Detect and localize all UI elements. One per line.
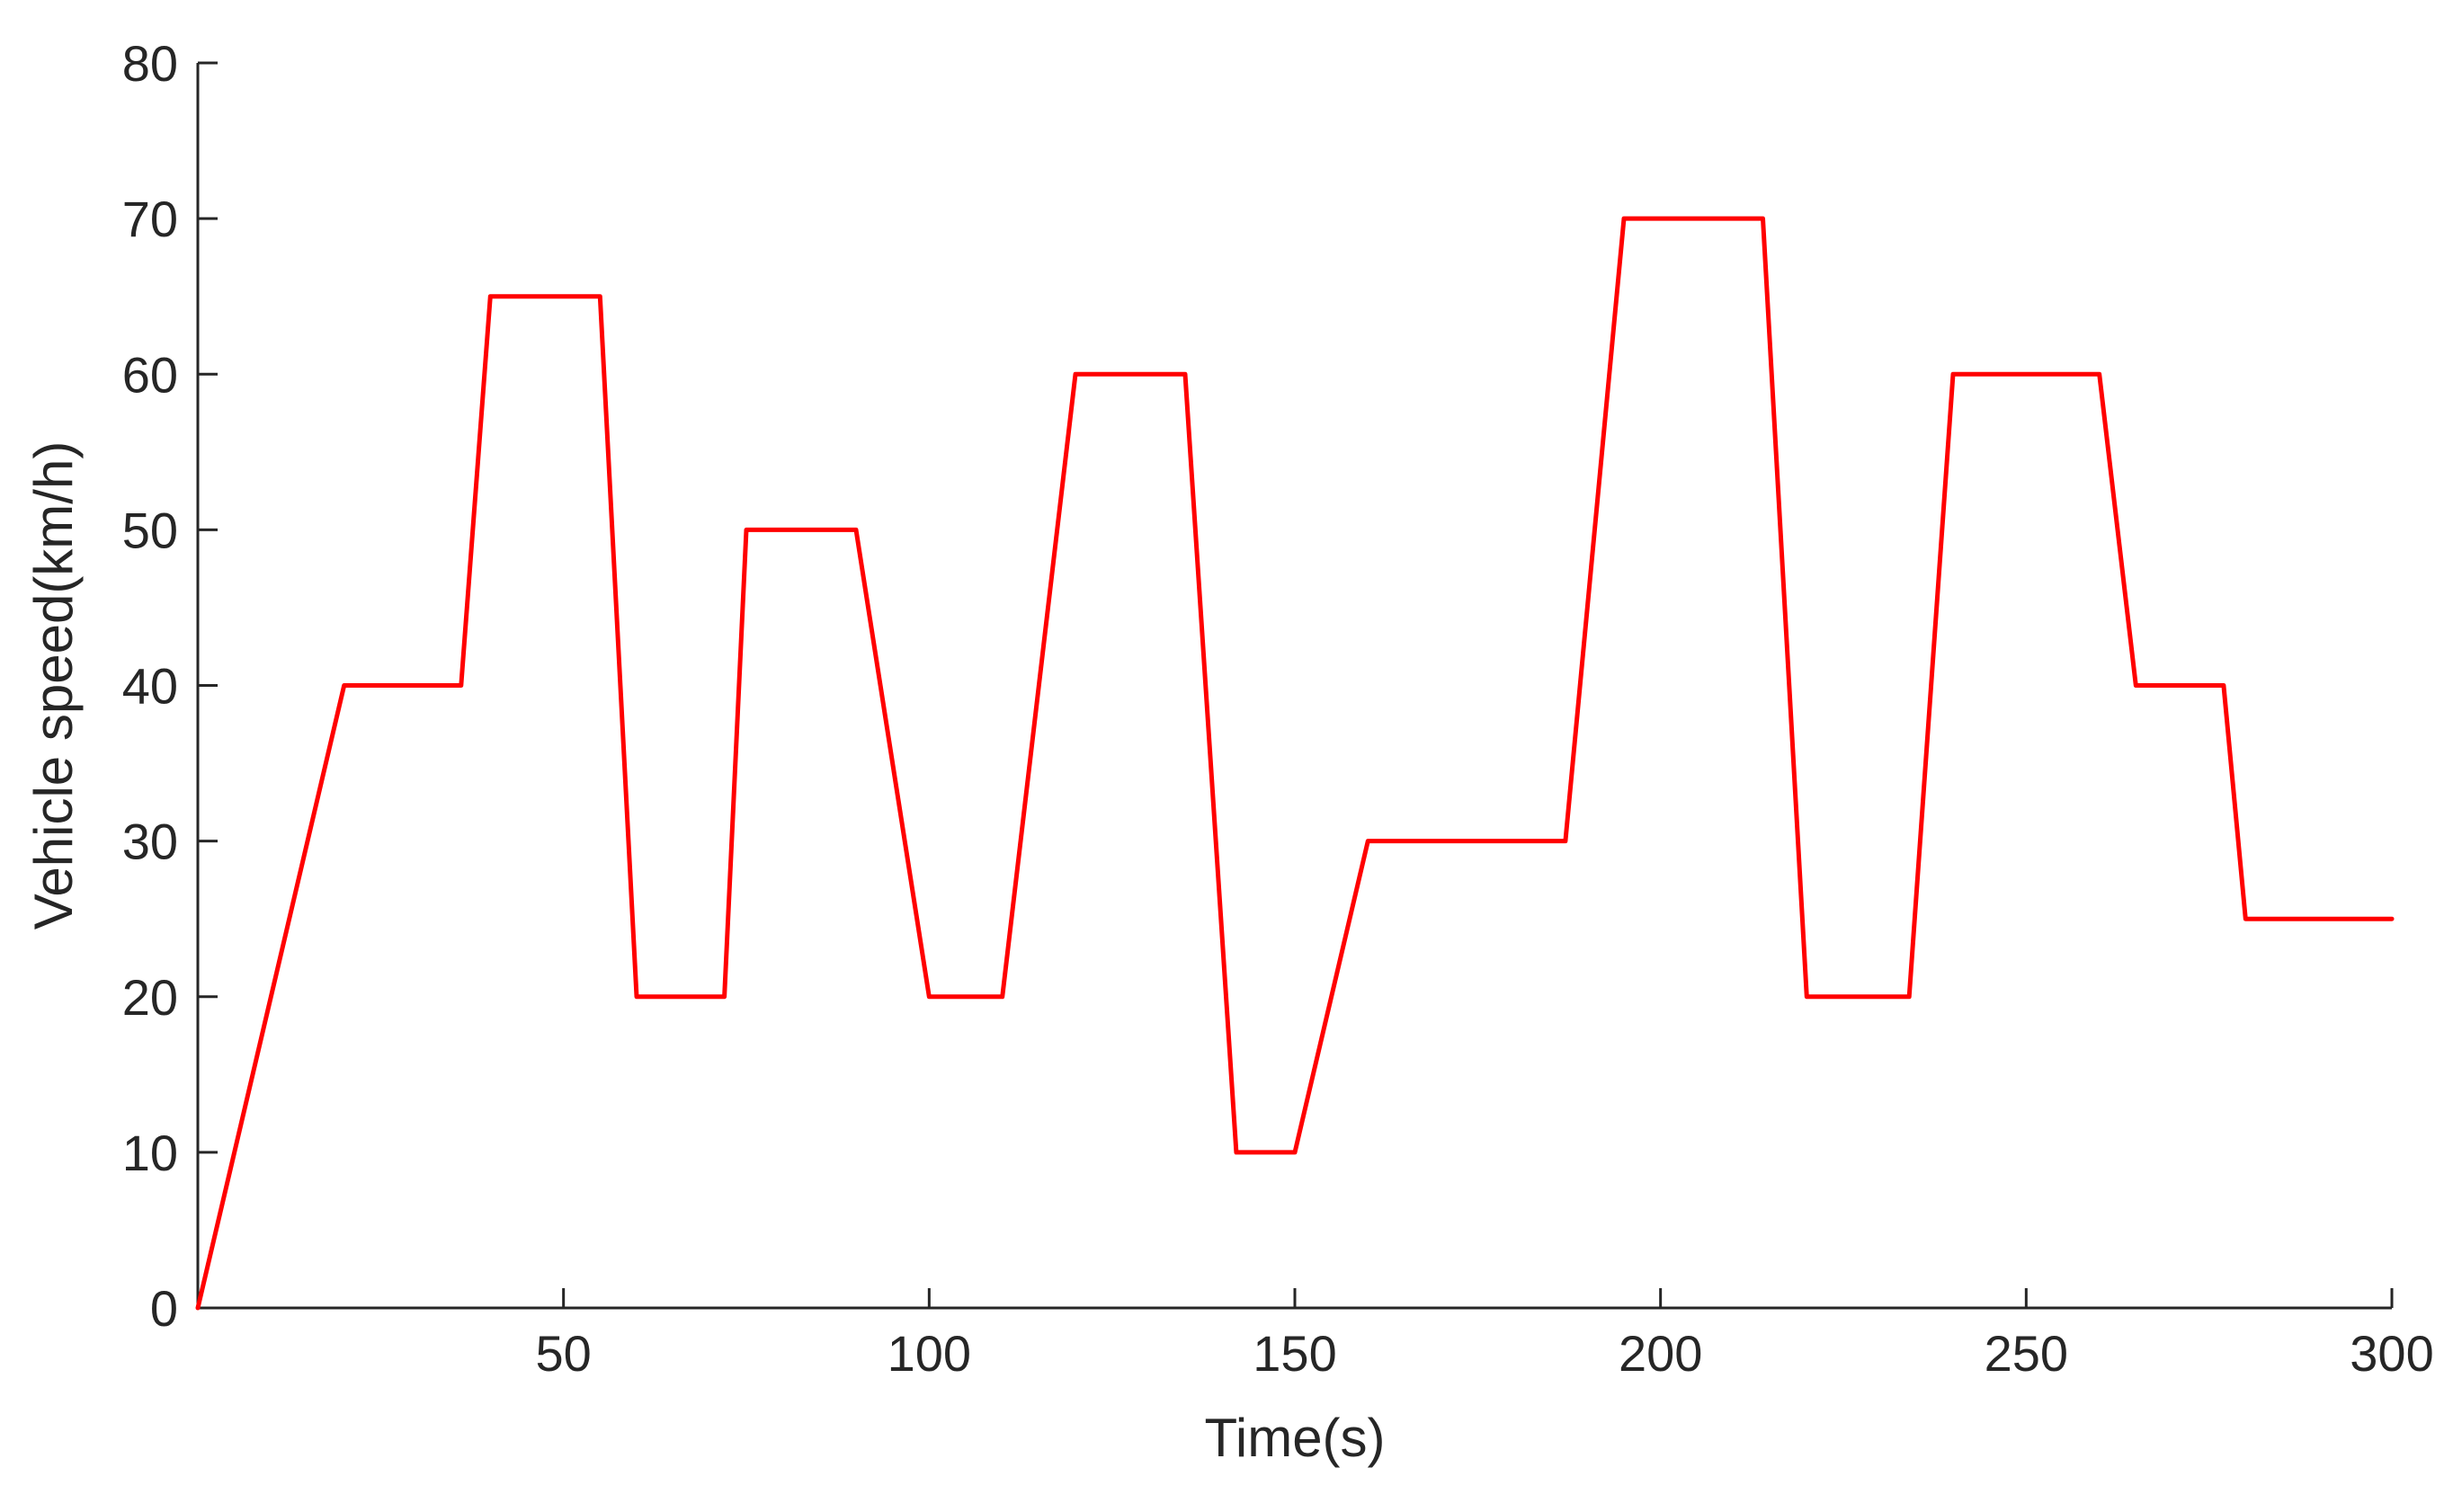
series-line [195, 216, 2395, 1311]
x-axis-title: Time(s) [1204, 1408, 1385, 1468]
y-tick-label: 20 [122, 969, 178, 1026]
x-tick-label: 250 [1985, 1325, 2068, 1382]
y-axis: 0 10 20 30 40 50 60 70 80 [122, 35, 218, 1337]
x-tick-label: 150 [1253, 1325, 1336, 1382]
y-tick-label: 10 [122, 1125, 178, 1181]
y-axis-title: Vehicle speed(km/h) [23, 441, 84, 930]
y-tick-label: 30 [122, 814, 178, 870]
y-tick-label: 70 [122, 191, 178, 247]
x-tick-label: 200 [1619, 1325, 1702, 1382]
y-tick-label: 0 [150, 1280, 178, 1337]
y-tick-label: 60 [122, 346, 178, 403]
y-tick-label: 40 [122, 658, 178, 715]
x-axis: 50 100 150 200 250 300 [198, 1288, 2434, 1382]
y-tick-label: 50 [122, 502, 178, 558]
series-layer [195, 216, 2395, 1311]
y-tick-label: 80 [122, 35, 178, 92]
x-tick-label: 100 [888, 1325, 971, 1382]
x-tick-label: 50 [536, 1325, 592, 1382]
x-tick-label: 300 [2350, 1325, 2433, 1382]
